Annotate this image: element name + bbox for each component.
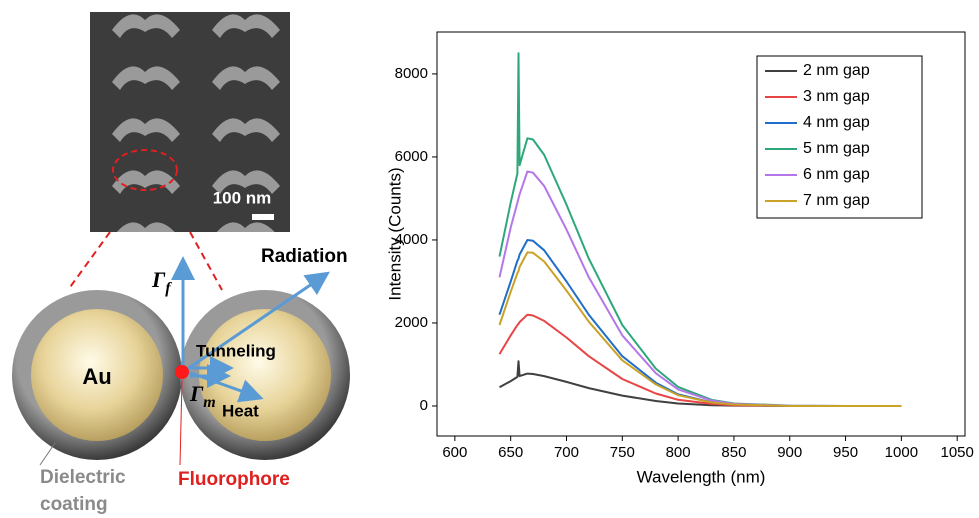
x-tick-label: 650 [498, 444, 523, 461]
symbol: Γ [151, 267, 166, 292]
x-tick-label: 950 [833, 444, 858, 461]
legend-label: 4 nm gap [803, 114, 870, 131]
y-tick-label: 0 [420, 397, 428, 414]
chart: 600 650 700 750 800 850 900 950 1000 1050 0 2000 400… [385, 31, 974, 486]
legend-label: 6 nm gap [803, 166, 870, 183]
x-tick-label: 1050 [940, 444, 973, 461]
x-tick-label: 1000 [885, 444, 918, 461]
scale-bar [252, 214, 274, 220]
x-tick-label: 800 [666, 444, 691, 461]
fluorophore-label: Fluorophore [178, 469, 290, 490]
x-tick-label: 600 [442, 444, 467, 461]
zoom-circle [112, 149, 178, 191]
sem-image: 100 nm [90, 12, 290, 232]
symbol: Γ [189, 381, 204, 406]
x-axis-label: Wavelength (nm) [637, 467, 766, 486]
y-tick-label: 8000 [395, 65, 428, 82]
arrows [171, 256, 330, 403]
subscript: m [203, 394, 215, 411]
x-tick-label: 750 [610, 444, 635, 461]
y-tick-label: 4000 [395, 231, 428, 248]
y-axis-label: Intensity (Counts) [385, 167, 404, 300]
legend-label: 2 nm gap [803, 62, 870, 79]
coating-label: Dielectric [40, 467, 126, 488]
zoom-line [67, 231, 111, 291]
radiation-label: Radiation [261, 246, 348, 267]
x-tick-label: 700 [554, 444, 579, 461]
scale-label: 100 nm [213, 188, 272, 207]
arrow [187, 370, 264, 403]
heat-label: Heat [222, 401, 259, 420]
gamma-m: Γm [189, 381, 216, 411]
fluorophore-dot [175, 365, 189, 379]
gamma-f: Γf [151, 267, 172, 297]
pointer [179, 379, 183, 466]
series-line [498, 313, 902, 407]
legend-label: 7 nm gap [803, 192, 870, 209]
gold-core [199, 309, 331, 441]
legend-box [756, 55, 923, 219]
plot-frame [436, 31, 966, 437]
y-tick-label: 2000 [395, 314, 428, 331]
legend-label: 3 nm gap [803, 88, 870, 105]
series-line [498, 251, 902, 407]
gold-core [31, 309, 163, 441]
zoom-line [189, 231, 223, 291]
pointer [39, 442, 56, 466]
y-tick-label: 6000 [395, 148, 428, 165]
arrow [182, 271, 330, 374]
legend-label: 5 nm gap [803, 140, 870, 157]
sem-pattern [90, 12, 290, 232]
subscript: f [165, 280, 172, 297]
coating-label: coating [40, 494, 108, 515]
tunneling-label: Tunneling [196, 341, 276, 360]
au-label: Au [82, 364, 111, 389]
x-tick-label: 850 [721, 444, 746, 461]
x-tick-label: 900 [777, 444, 802, 461]
